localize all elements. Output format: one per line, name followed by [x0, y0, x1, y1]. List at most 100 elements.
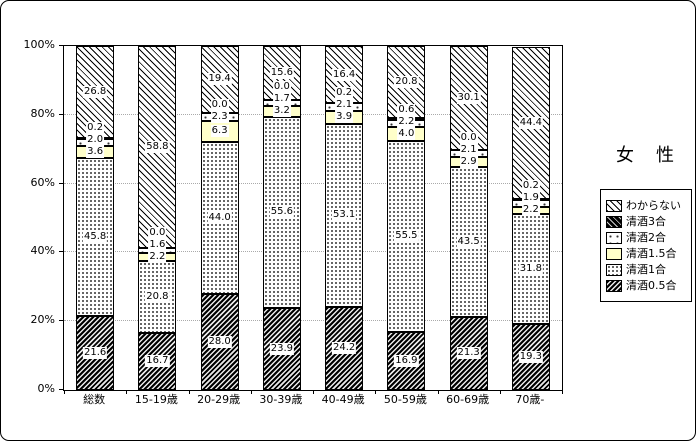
legend-item: 清酒1.5合: [606, 247, 686, 260]
value-label: 53.1: [331, 209, 357, 222]
value-label: 2.9: [459, 156, 478, 169]
gridline: [64, 251, 562, 253]
legend-swatch-icon: [606, 215, 622, 228]
value-label: 1.7: [272, 93, 291, 106]
chart-title: 女 性: [616, 145, 676, 166]
value-label: 0.0: [148, 227, 167, 240]
x-tick-mark: [437, 390, 439, 394]
x-tick-mark: [499, 390, 501, 394]
value-label: 2.2: [397, 116, 416, 129]
value-label: 16.4: [331, 68, 357, 81]
value-label: 2.2: [521, 204, 540, 217]
value-label: 2.3: [210, 110, 229, 123]
bar: 23.9 55.6 3.2 1.7 0.0 15.6: [262, 46, 301, 390]
y-tick-mark: [59, 182, 63, 184]
gridline: [64, 182, 562, 184]
legend-label: 清酒1.5合: [626, 247, 677, 260]
x-tick-mark: [126, 390, 128, 394]
value-label: 15.6: [269, 66, 295, 79]
x-category-label: 20-29歳: [197, 393, 241, 406]
legend-item: わからない: [606, 199, 686, 212]
bar-segment: [449, 167, 488, 317]
bar: 24.2 53.1 3.9 2.1 0.2 16.4: [325, 46, 364, 390]
y-tick-label: 60%: [30, 175, 55, 189]
value-label: 0.6: [397, 104, 416, 117]
legend: わからない清酒3合清酒2合清酒1.5合清酒1合清酒0.5合: [600, 189, 692, 302]
gridline: [64, 320, 562, 322]
legend-item: 清酒2合: [606, 231, 686, 244]
x-category-label: 30-39歳: [259, 393, 303, 406]
value-label: 2.1: [335, 99, 354, 112]
x-category-label: 40-49歳: [321, 393, 365, 406]
value-label: 0.2: [86, 121, 105, 134]
bar: 21.3 43.5 2.9 2.1 0.0 30.1: [449, 46, 488, 390]
bar: 21.6 45.8 3.6 2.0 0.2 26.8: [76, 46, 115, 390]
legend-swatch-icon: [606, 247, 622, 260]
legend-label: 清酒3合: [626, 215, 666, 228]
value-label: 19.4: [207, 73, 232, 86]
y-axis: 0% 20% 40% 60% 80% 100%: [1, 38, 59, 395]
value-label: 55.6: [269, 206, 295, 219]
value-label: 3.6: [86, 145, 105, 158]
legend-item: 清酒0.5合: [606, 279, 686, 292]
x-category-label: 50-59歳: [383, 393, 427, 406]
y-tick-label: 100%: [23, 38, 55, 51]
value-label: 1.6: [148, 239, 167, 252]
value-label: 2.1: [459, 144, 478, 157]
x-category-label: 15-19歳: [134, 393, 178, 406]
value-label: 0.2: [335, 87, 354, 100]
value-label: 44.0: [207, 212, 232, 224]
value-label: 21.6: [82, 346, 108, 359]
value-label: 3.9: [335, 111, 354, 124]
value-label: 20.8: [394, 75, 419, 88]
bar-segment: [325, 306, 364, 390]
legend-item: 清酒3合: [606, 215, 686, 228]
value-label: 16.7: [145, 355, 170, 368]
value-label: 0.0: [272, 81, 291, 94]
value-label: 4.0: [397, 128, 416, 141]
legend-label: 清酒2合: [626, 231, 666, 244]
x-tick-mark: [64, 390, 65, 394]
value-label: 24.2: [331, 342, 357, 355]
bar: 16.9 55.5 4.0 2.2 0.6 20.8: [387, 46, 426, 390]
y-tick-label: 0%: [37, 382, 55, 395]
value-label: 44.4: [518, 117, 544, 130]
x-tick-mark: [375, 390, 377, 394]
y-tick-mark: [59, 251, 63, 253]
bar-segment: [387, 331, 426, 390]
legend-item: 清酒1合: [606, 263, 686, 276]
legend-swatch-icon: [606, 263, 622, 276]
value-label: 20.8: [145, 290, 170, 303]
value-label: 19.3: [518, 350, 544, 363]
value-label: 26.8: [82, 86, 108, 99]
y-tick-mark: [59, 389, 63, 390]
gridline: [64, 113, 562, 115]
value-label: 30.1: [456, 92, 481, 105]
value-label: 28.0: [207, 335, 232, 348]
value-label: 55.5: [394, 230, 419, 243]
x-axis: 総数 15-19歳 20-29歳 30-39歳 40-49歳 50-59歳 60-69歳 70…: [63, 393, 561, 407]
value-label: 45.8: [82, 230, 108, 243]
bar: 16.7 20.8 2.2 1.6 0.0 58.8: [138, 45, 177, 390]
y-tick-label: 20%: [30, 313, 55, 327]
x-tick-mark: [250, 390, 252, 394]
y-tick-mark: [59, 45, 63, 46]
x-category-label: 総数: [83, 393, 106, 406]
bar: 19.3 31.8 2.2 1.9 0.2 44.4: [511, 46, 550, 390]
plot-area: 21.6 45.8 3.6 2.0 0.2 26.8 16.7 20.8 2.2 1.6 0.0 58…: [59, 45, 563, 394]
value-label: 16.9: [394, 354, 419, 367]
value-label: 0.0: [459, 132, 478, 145]
value-label: 2.0: [86, 133, 105, 146]
value-label: 43.5: [456, 235, 481, 248]
legend-label: 清酒0.5合: [626, 279, 677, 292]
x-category-label: 70歳-: [515, 393, 545, 406]
value-label: 23.9: [269, 342, 295, 355]
legend-label: わからない: [626, 199, 681, 212]
legend-swatch-icon: [606, 279, 622, 292]
value-label: 0.0: [210, 98, 229, 111]
value-label: 3.2: [272, 105, 291, 118]
x-tick-mark: [313, 390, 314, 394]
value-label: 21.3: [456, 347, 481, 360]
x-category-label: 60-69歳: [446, 393, 490, 406]
